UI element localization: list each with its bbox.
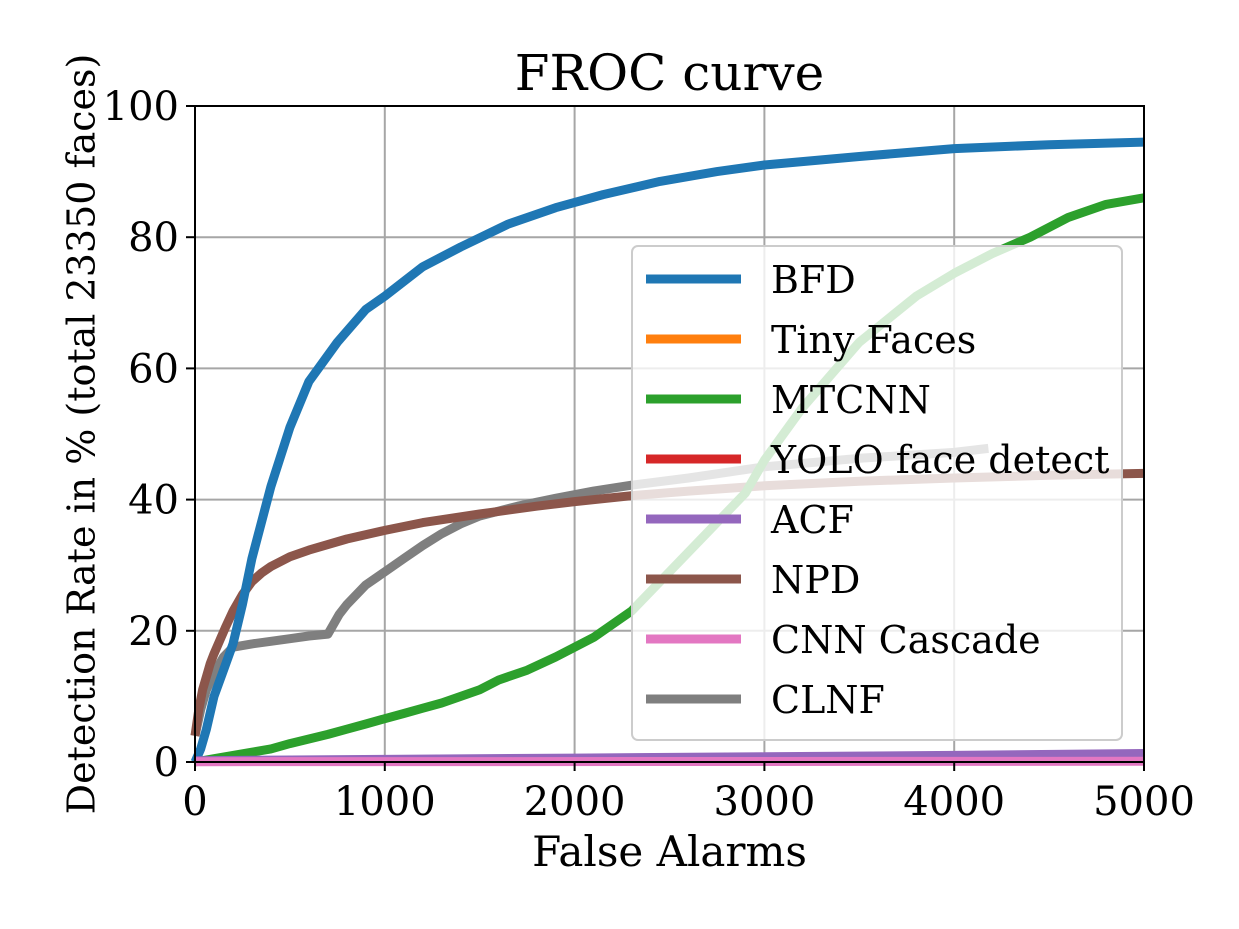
x-tick-label: 5000 — [1093, 779, 1195, 825]
legend-item-tiny-faces: Tiny Faces — [646, 318, 976, 362]
legend-label: CLNF — [771, 678, 885, 722]
x-tick-label: 1000 — [334, 779, 436, 825]
y-tick-label: 60 — [128, 346, 179, 392]
legend-label: CNN Cascade — [771, 618, 1041, 662]
y-tick-label: 20 — [128, 609, 179, 655]
legend-item-bfd: BFD — [646, 258, 856, 302]
legend-item-yolo-face-detect: YOLO face detect — [646, 438, 1109, 482]
legend: BFD Tiny Faces MTCNN YOLO face detect ACF NPD… — [631, 245, 1123, 741]
legend-entries: BFD Tiny Faces MTCNN YOLO face detect ACF NPD… — [646, 258, 1109, 722]
y-tick-label: 40 — [128, 478, 179, 524]
legend-box — [631, 245, 1123, 741]
y-axis-label: Detection Rate in % (total 23350 faces) — [60, 54, 104, 815]
chart-title: FROC curve — [515, 44, 824, 102]
legend-label: ACF — [770, 498, 854, 542]
legend-item-cnn-cascade: CNN Cascade — [646, 618, 1041, 662]
series-line-bfd — [190, 137, 1145, 764]
x-tick-label: 4000 — [903, 779, 1005, 825]
legend-label: YOLO face detect — [770, 438, 1109, 482]
x-tick-label: 3000 — [714, 779, 816, 825]
y-tick-label: 0 — [154, 740, 179, 786]
x-tick-label: 0 — [182, 779, 207, 825]
y-tick-label: 100 — [103, 84, 179, 130]
legend-label: NPD — [771, 558, 860, 602]
y-tick-label: 80 — [128, 215, 179, 261]
legend-label: BFD — [771, 258, 856, 302]
legend-item-npd: NPD — [646, 558, 860, 602]
axes-frame — [194, 105, 1145, 763]
legend-label: MTCNN — [771, 378, 931, 422]
x-axis-label: False Alarms — [532, 827, 807, 876]
x-tick-label: 2000 — [524, 779, 626, 825]
legend-item-mtcnn: MTCNN — [646, 378, 931, 422]
legend-label: Tiny Faces — [771, 318, 976, 362]
ticks: 0 1000 2000 3000 4000 5000 0 20 40 60 80 100 — [103, 84, 1195, 825]
legend-item-clnf: CLNF — [646, 678, 885, 722]
legend-item-acf: ACF — [646, 498, 854, 542]
